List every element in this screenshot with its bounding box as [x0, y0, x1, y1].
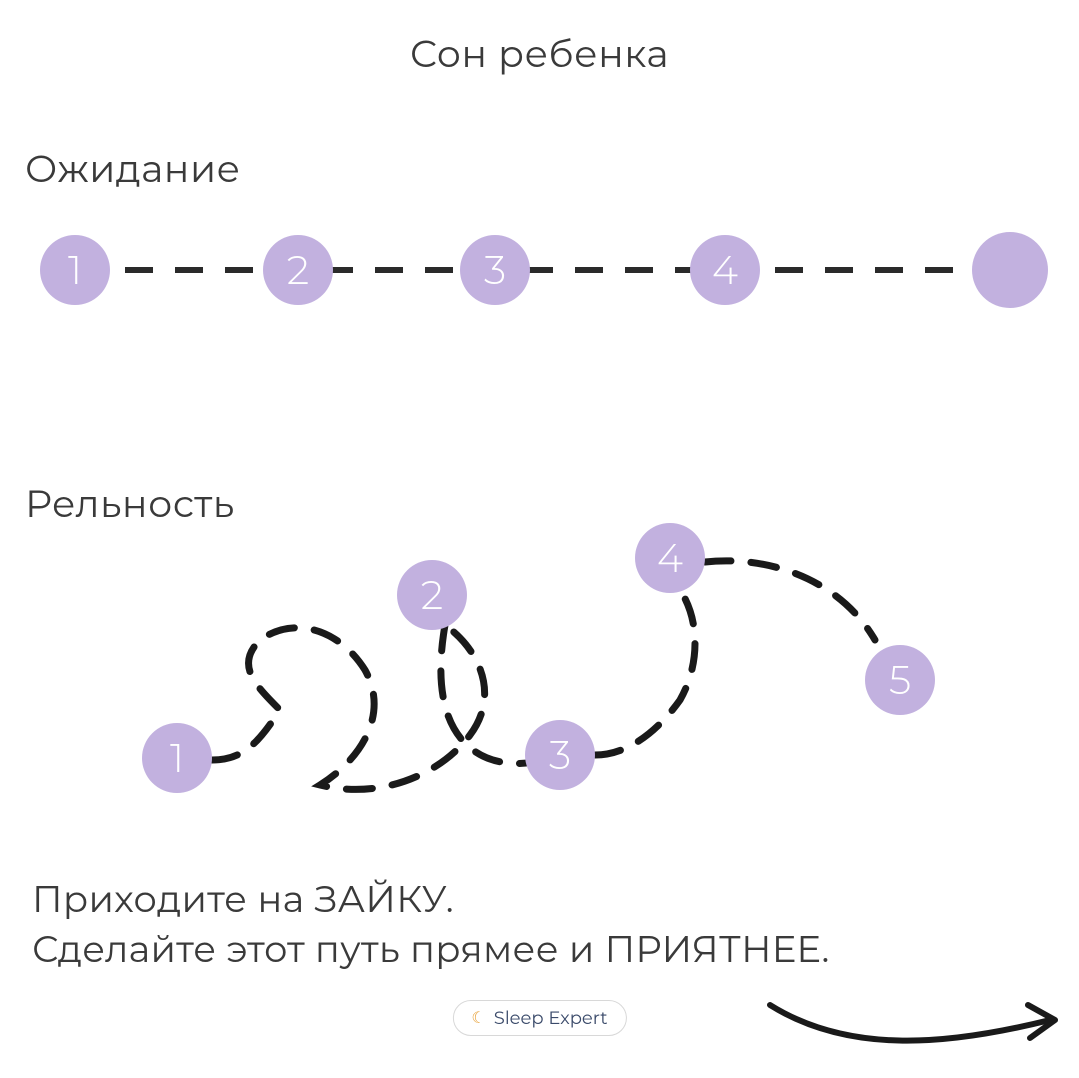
- step-circle: 5: [865, 645, 935, 715]
- step-circle: 4: [690, 235, 760, 305]
- step-circle: 3: [525, 720, 595, 790]
- brand-badge: ☾ Sleep Expert: [452, 1000, 626, 1036]
- bottom-text-line1: Приходите на ЗАЙКУ.: [32, 875, 830, 925]
- badge-text: Sleep Expert: [494, 1007, 608, 1029]
- step-circle: 2: [397, 560, 467, 630]
- step-circle: [972, 232, 1048, 308]
- step-circle: 4: [635, 523, 705, 593]
- step-circle: 1: [40, 235, 110, 305]
- bottom-text: Приходите на ЗАЙКУ. Сделайте этот путь п…: [32, 875, 830, 975]
- step-circle: 3: [460, 235, 530, 305]
- bottom-arrow-body: [770, 1005, 1050, 1041]
- step-circle: 1: [142, 723, 212, 793]
- moon-icon: ☾: [471, 1008, 485, 1028]
- step-circle: 2: [263, 235, 333, 305]
- bottom-text-line2: Сделайте этот путь прямее и ПРИЯТНЕЕ.: [32, 925, 830, 975]
